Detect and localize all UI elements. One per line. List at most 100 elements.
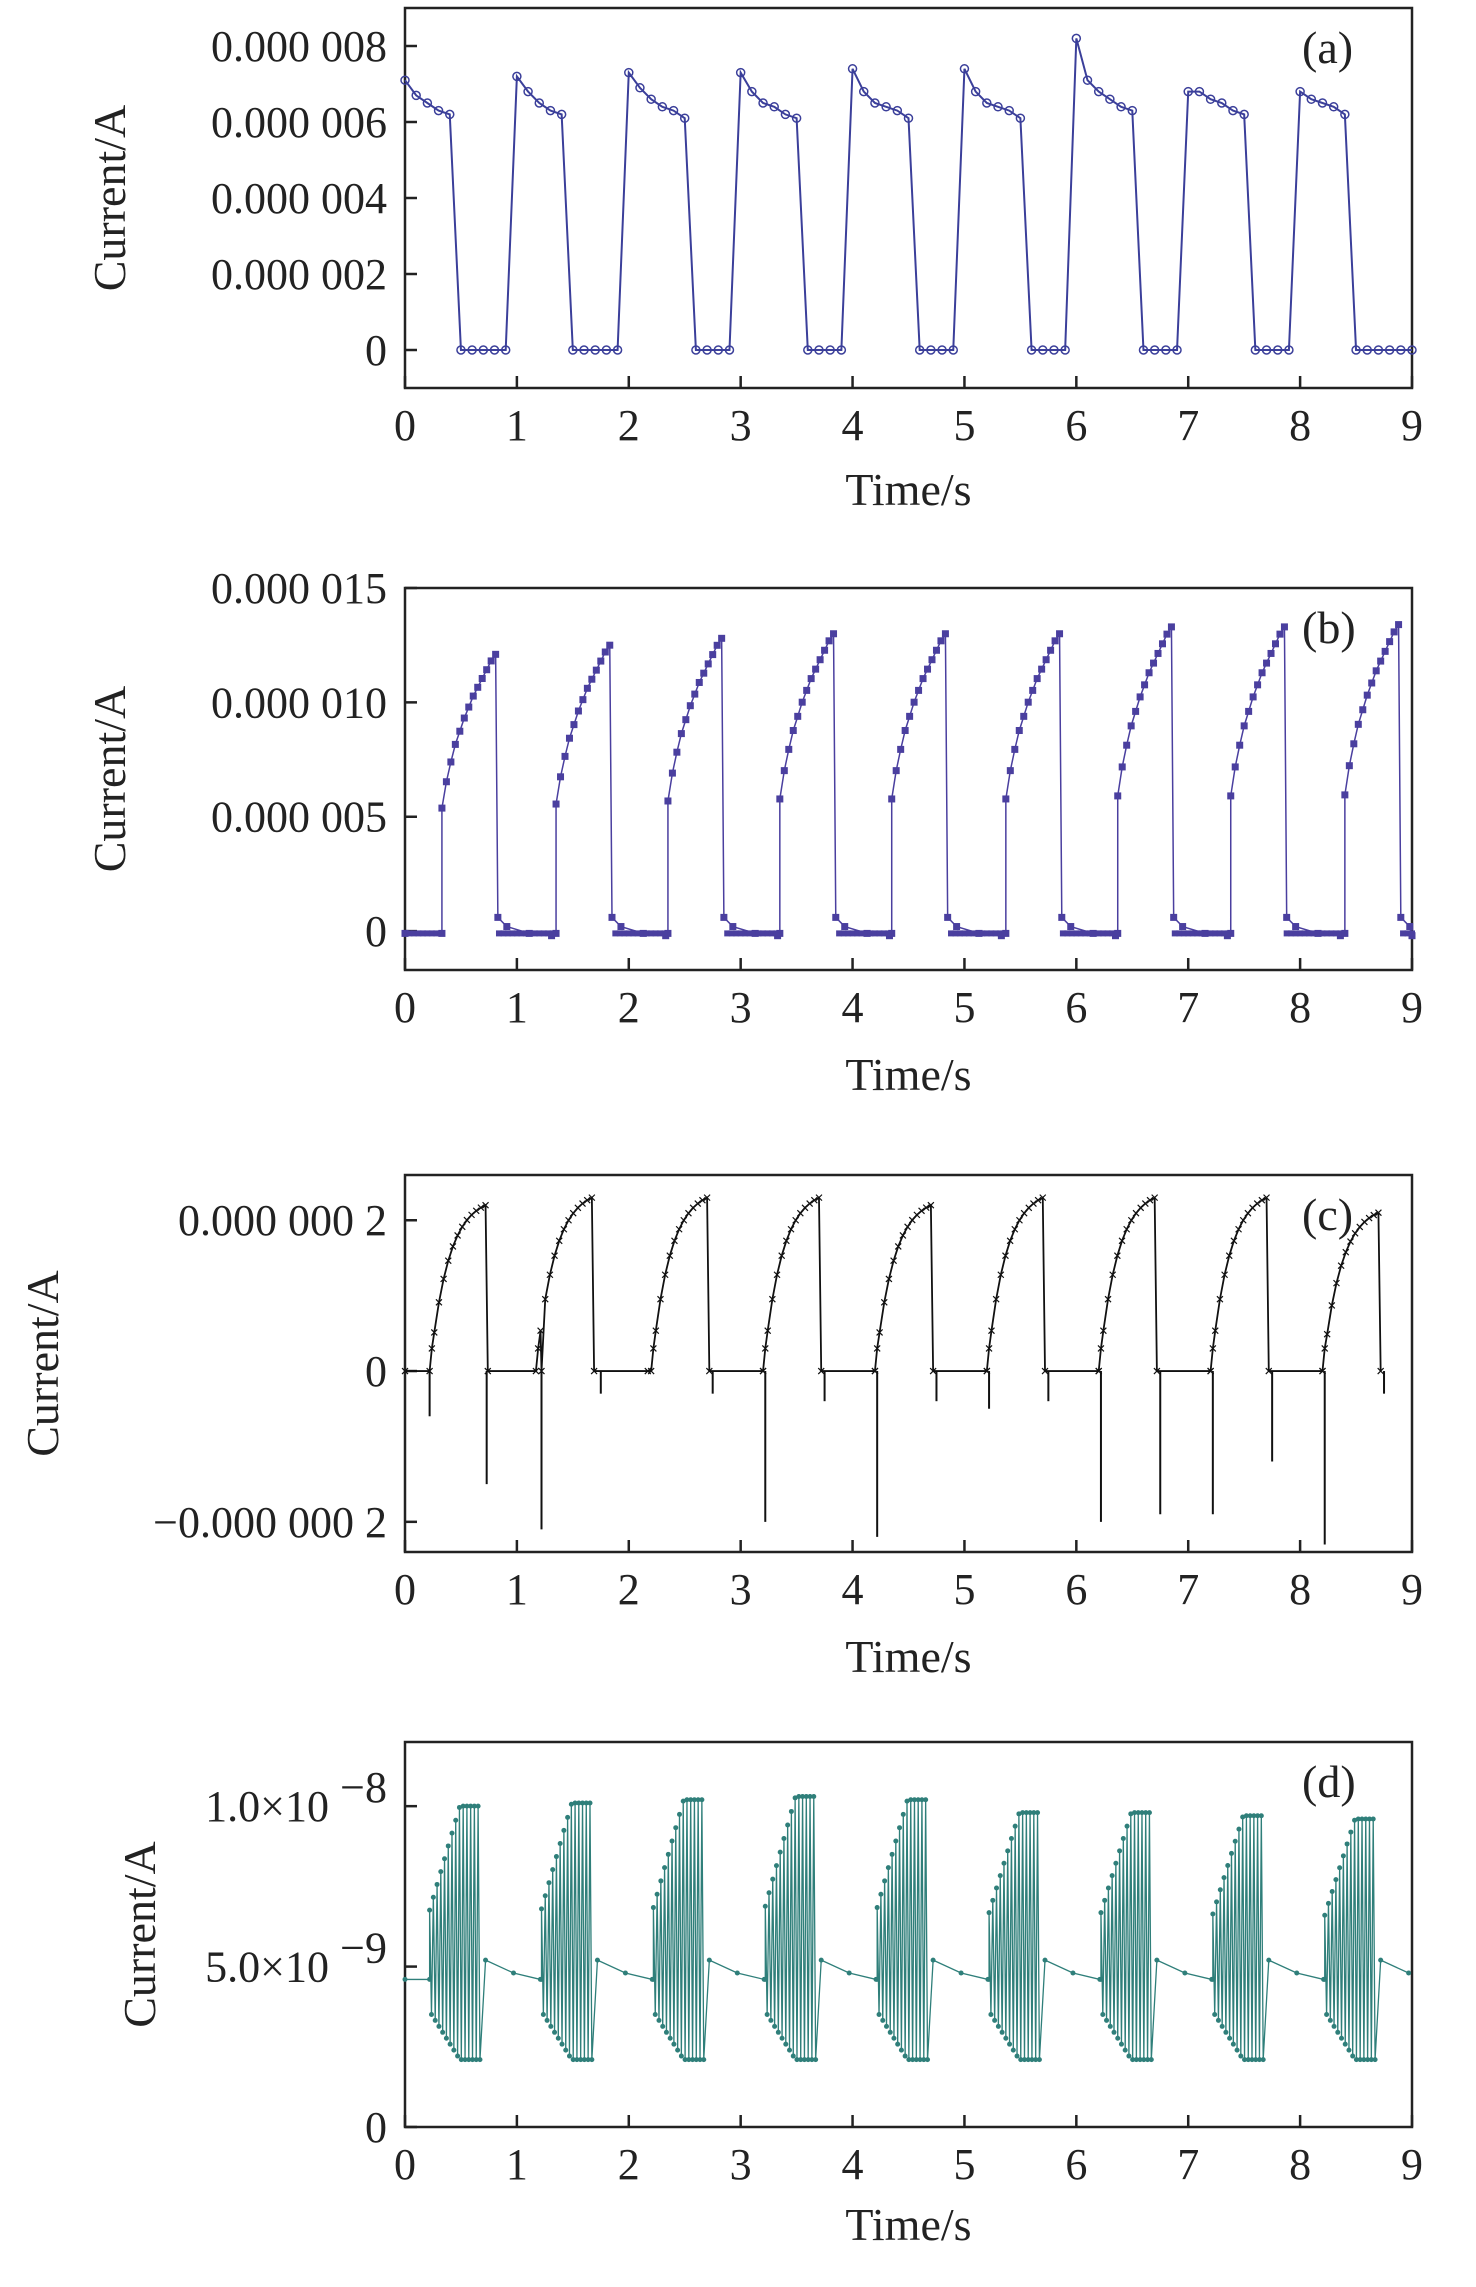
data-point [401, 1367, 409, 1375]
data-point [762, 1976, 768, 1982]
x-tick-label: 4 [842, 2140, 864, 2189]
plot-area [400, 33, 1417, 355]
x-tick-label: 6 [1065, 983, 1087, 1032]
data-point [805, 2057, 811, 2063]
data-point [768, 2017, 774, 2023]
data-point [776, 795, 784, 803]
data-point [1105, 1885, 1111, 1891]
data-point [1245, 2057, 1251, 2063]
data-point [566, 2053, 572, 2059]
data-point [1034, 1196, 1042, 1204]
data-point [792, 1216, 800, 1224]
data-point [1319, 930, 1326, 937]
data-point [1407, 345, 1417, 355]
data-point [643, 930, 650, 937]
data-point [956, 930, 963, 937]
data-point [764, 930, 771, 937]
data-point [1207, 1367, 1215, 1375]
data-point [1235, 1225, 1242, 1233]
data-point [747, 86, 757, 97]
data-point [1118, 1237, 1126, 1245]
data-point [1253, 1200, 1261, 1207]
y-axis-label: Current/A [17, 1270, 68, 1457]
data-point [657, 930, 664, 937]
data-point [994, 1885, 1000, 1891]
data-point [892, 767, 900, 775]
x-axis-label: Time/s [845, 2199, 971, 2250]
y-tick-label: 1.0×10 [205, 1782, 329, 1831]
data-point [427, 1907, 433, 1913]
data-point [897, 1825, 903, 1831]
data-point [733, 930, 740, 937]
y-tick-label: 0 [365, 907, 387, 956]
data-point [893, 1838, 899, 1844]
data-point [1243, 1813, 1249, 1819]
data-point [1328, 102, 1339, 112]
data-point [878, 1891, 884, 1897]
data-point [910, 2057, 916, 2063]
data-point [807, 675, 815, 683]
x-tick-label: 2 [618, 2140, 640, 2189]
data-point [477, 1204, 485, 1212]
data-point [900, 1811, 906, 1817]
data-point [1340, 1853, 1346, 1859]
data-point [1109, 1873, 1115, 1879]
data-point [890, 1257, 898, 1265]
data-point [780, 109, 791, 120]
plot-frame [403, 6, 1414, 390]
data-point [1117, 1848, 1123, 1854]
data-point [569, 1209, 577, 1217]
data-point [697, 2057, 703, 2063]
data-point [858, 86, 869, 97]
data-point [1051, 637, 1059, 645]
y-tick-label: 0.000 004 [211, 174, 387, 223]
data-point [1331, 2023, 1337, 2029]
data-point [1095, 930, 1102, 937]
data-point [992, 2017, 998, 2023]
data-point [818, 1957, 824, 1963]
data-point [887, 2029, 893, 2035]
data-point [1337, 1262, 1345, 1270]
data-point [548, 2023, 554, 2029]
data-point [1104, 1295, 1112, 1303]
data-point [777, 1849, 783, 1855]
data-point [810, 1196, 818, 1204]
data-point [1333, 1877, 1339, 1883]
data-point [1141, 681, 1149, 689]
data-point [1115, 2035, 1121, 2041]
data-point [927, 1201, 935, 1209]
data-point [1167, 623, 1175, 631]
x-axis-label: Time/s [845, 464, 971, 515]
data-point [1127, 1216, 1135, 1224]
data-point [1086, 930, 1093, 937]
data-point [782, 1237, 790, 1245]
data-point [1340, 109, 1350, 120]
data-point [635, 83, 645, 93]
data-point [590, 1367, 598, 1375]
data-point [1211, 1327, 1219, 1335]
data-point [836, 345, 847, 355]
data-point [790, 2053, 796, 2059]
data-point [760, 930, 767, 937]
plot-area [401, 1194, 1386, 1545]
data-point [545, 930, 552, 937]
data-point [541, 1295, 549, 1303]
data-point [1370, 1211, 1378, 1219]
data-point [686, 2057, 692, 2063]
data-point [903, 113, 914, 123]
data-point [1357, 2057, 1363, 2063]
data-point [1041, 1367, 1049, 1375]
data-point [1113, 930, 1120, 937]
data-point [815, 1194, 823, 1202]
data-point [798, 698, 806, 706]
data-point [1328, 1302, 1336, 1309]
data-point [464, 1803, 470, 1809]
data-point [1260, 2057, 1266, 2063]
data-point [487, 657, 495, 665]
data-point [766, 1890, 772, 1896]
data-point [1404, 930, 1411, 937]
data-point [1263, 659, 1271, 667]
data-point [630, 930, 637, 937]
data-point [1185, 930, 1192, 937]
data-point [1341, 930, 1348, 937]
